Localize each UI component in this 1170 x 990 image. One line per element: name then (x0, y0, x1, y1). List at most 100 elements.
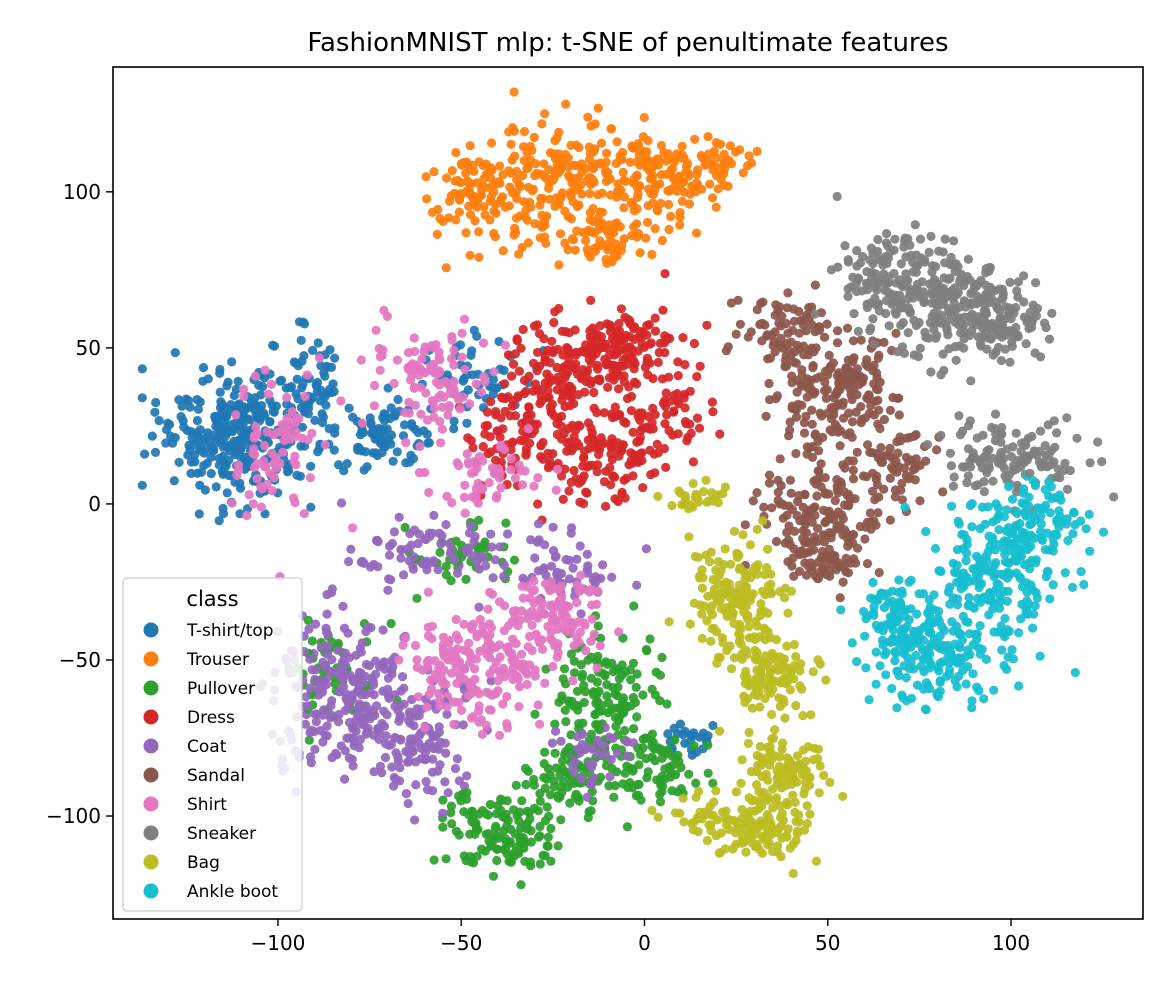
point-trouser (586, 226, 597, 236)
point-sneaker (832, 191, 842, 202)
point-t-shirt-top (170, 348, 180, 358)
point-t-shirt-top (330, 428, 340, 438)
point-shirt (487, 589, 498, 599)
point-ankle-boot (921, 526, 931, 537)
point-shirt (485, 645, 495, 655)
point-ankle-boot (1035, 651, 1045, 661)
point-sandal (775, 454, 785, 464)
point-coat (394, 716, 404, 726)
point-coat (322, 609, 332, 619)
point-pullover (655, 670, 666, 680)
point-trouser (504, 127, 514, 137)
point-dress (560, 327, 571, 337)
point-sandal (810, 280, 821, 290)
point-bag (702, 616, 712, 626)
point-trouser (468, 160, 478, 170)
point-shirt (448, 380, 458, 390)
point-sneaker (937, 310, 947, 320)
point-bag (815, 659, 825, 669)
point-trouser (613, 186, 623, 196)
point-shirt (256, 502, 266, 512)
point-pullover (620, 725, 630, 736)
point-ankle-boot (972, 551, 982, 561)
point-coat (413, 538, 423, 549)
point-shirt (401, 438, 411, 448)
point-shirt (472, 632, 482, 642)
point-coat (361, 627, 371, 637)
point-sandal (783, 557, 793, 567)
point-dress (611, 367, 621, 377)
point-pullover (496, 794, 506, 804)
point-t-shirt-top (380, 410, 390, 420)
point-dress (594, 344, 604, 354)
point-sneaker (973, 332, 983, 342)
point-shirt (454, 697, 464, 708)
point-pullover (474, 515, 484, 525)
point-t-shirt-top (163, 418, 173, 428)
point-t-shirt-top (198, 363, 209, 373)
point-t-shirt-top (405, 457, 415, 467)
point-bag (798, 711, 808, 721)
point-shirt (438, 644, 448, 654)
point-sandal (813, 574, 823, 584)
point-trouser (645, 174, 656, 184)
point-pullover (632, 669, 642, 679)
point-coat (606, 755, 616, 765)
point-sneaker (937, 286, 948, 296)
point-shirt (522, 679, 532, 690)
point-shirt (282, 392, 292, 403)
point-ankle-boot (900, 502, 910, 512)
point-sandal (841, 363, 851, 373)
point-sandal (789, 544, 799, 554)
point-shirt (269, 473, 279, 483)
point-coat (452, 754, 462, 764)
point-dress (669, 406, 679, 416)
point-pullover (386, 618, 396, 629)
point-trouser (696, 150, 706, 161)
point-coat (440, 777, 450, 787)
point-ankle-boot (975, 649, 986, 659)
point-pullover (642, 773, 652, 783)
point-dress (589, 442, 600, 452)
point-ankle-boot (965, 500, 975, 511)
point-bag (741, 847, 751, 857)
point-shirt (252, 474, 262, 484)
point-shirt (470, 664, 480, 674)
point-t-shirt-top (306, 502, 316, 512)
point-t-shirt-top (375, 438, 386, 448)
point-coat (443, 788, 453, 798)
point-shirt (252, 429, 262, 439)
point-coat (340, 746, 350, 756)
point-sneaker (862, 280, 873, 290)
point-shirt (575, 627, 585, 637)
point-dress (564, 381, 574, 391)
point-sneaker (886, 247, 896, 257)
point-pullover (609, 792, 619, 802)
point-pullover (525, 857, 536, 867)
point-bag (838, 791, 848, 802)
point-dress (669, 390, 679, 401)
point-sandal (804, 510, 815, 520)
point-pullover (546, 790, 556, 800)
point-coat (358, 678, 368, 688)
point-t-shirt-top (137, 480, 147, 490)
point-dress (503, 350, 513, 360)
point-bag (792, 751, 803, 761)
point-coat (414, 711, 424, 721)
point-sandal (838, 413, 849, 423)
point-sandal (825, 571, 835, 581)
point-sandal (790, 526, 800, 537)
point-dress (637, 410, 647, 420)
point-shirt (427, 621, 437, 631)
point-dress (540, 357, 550, 367)
point-pullover (429, 855, 439, 865)
point-shirt (538, 644, 548, 655)
point-bag (805, 809, 815, 819)
point-pullover (592, 677, 602, 687)
point-coat (572, 554, 582, 564)
point-dress (562, 446, 572, 456)
point-dress (549, 317, 559, 328)
point-t-shirt-top (292, 374, 302, 384)
point-t-shirt-top (192, 415, 202, 426)
point-trouser (709, 146, 720, 156)
